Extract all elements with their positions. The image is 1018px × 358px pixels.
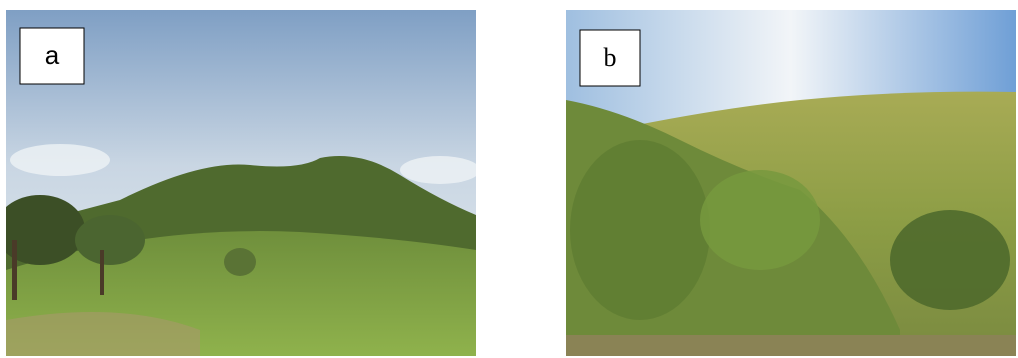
figure: a b: [0, 0, 1018, 358]
panel-label: a: [45, 40, 60, 70]
page: {"panels": [{"label": "a"}, {"label": "b…: [0, 0, 1018, 358]
panel-label: b: [604, 43, 617, 72]
